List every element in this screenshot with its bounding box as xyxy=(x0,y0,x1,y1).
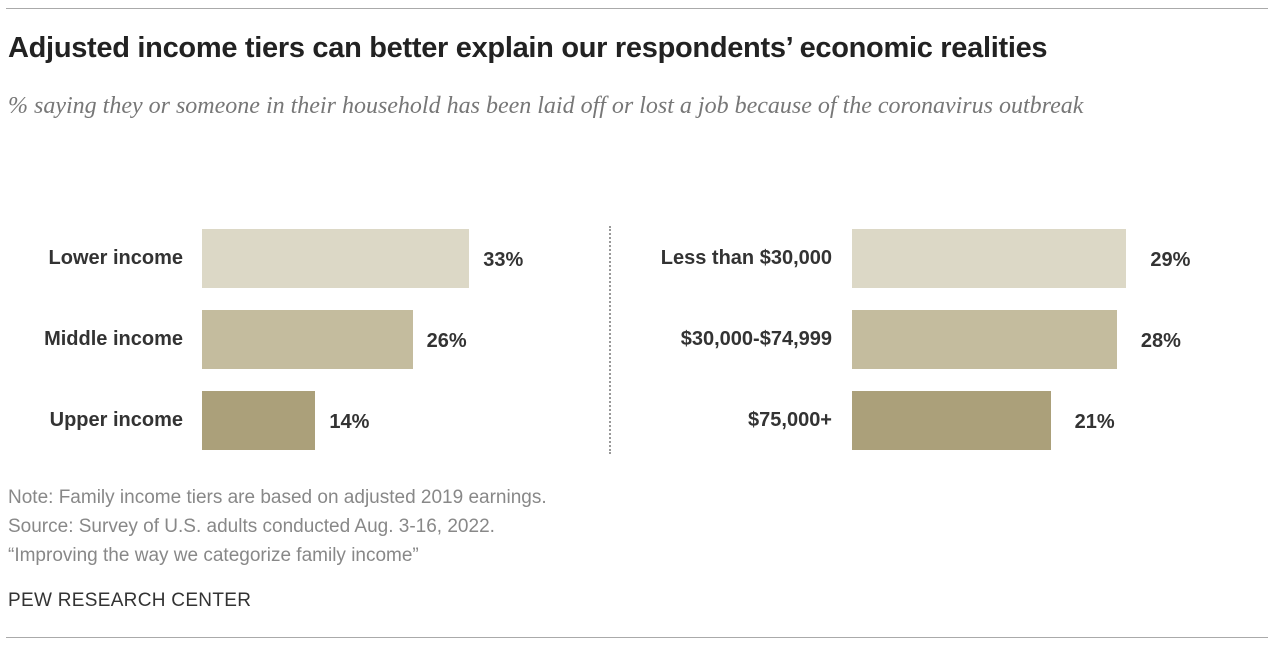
value-label: 28% xyxy=(1140,330,1181,352)
brand-logo-text: PEW RESEARCH CENTER xyxy=(8,590,252,611)
report-title-text: “Improving the way we categorize family … xyxy=(8,545,419,566)
bar xyxy=(852,391,1051,450)
bar xyxy=(852,310,1117,369)
chart-title: Adjusted income tiers can better explain… xyxy=(8,32,1048,64)
value-label: 33% xyxy=(483,249,524,271)
bar xyxy=(202,310,413,369)
bar xyxy=(852,229,1127,288)
note-text: Note: Family income tiers are based on a… xyxy=(8,487,547,508)
panel-divider xyxy=(609,226,611,454)
top-rule xyxy=(6,8,1268,9)
category-label: Middle income xyxy=(44,328,183,350)
category-label: Upper income xyxy=(49,409,183,431)
value-label: 29% xyxy=(1150,249,1191,271)
bar xyxy=(202,229,470,288)
value-label: 21% xyxy=(1074,411,1115,433)
category-label: $75,000+ xyxy=(748,409,832,431)
category-label: Less than $30,000 xyxy=(660,247,832,269)
source-text: Source: Survey of U.S. adults conducted … xyxy=(8,516,495,537)
value-label: 26% xyxy=(426,330,467,352)
chart-subtitle: % saying they or someone in their househ… xyxy=(8,93,1084,119)
bar xyxy=(202,391,316,450)
category-label: Lower income xyxy=(48,247,183,269)
value-label: 14% xyxy=(329,411,370,433)
bottom-rule xyxy=(6,637,1268,638)
category-label: $30,000-$74,999 xyxy=(680,328,832,350)
